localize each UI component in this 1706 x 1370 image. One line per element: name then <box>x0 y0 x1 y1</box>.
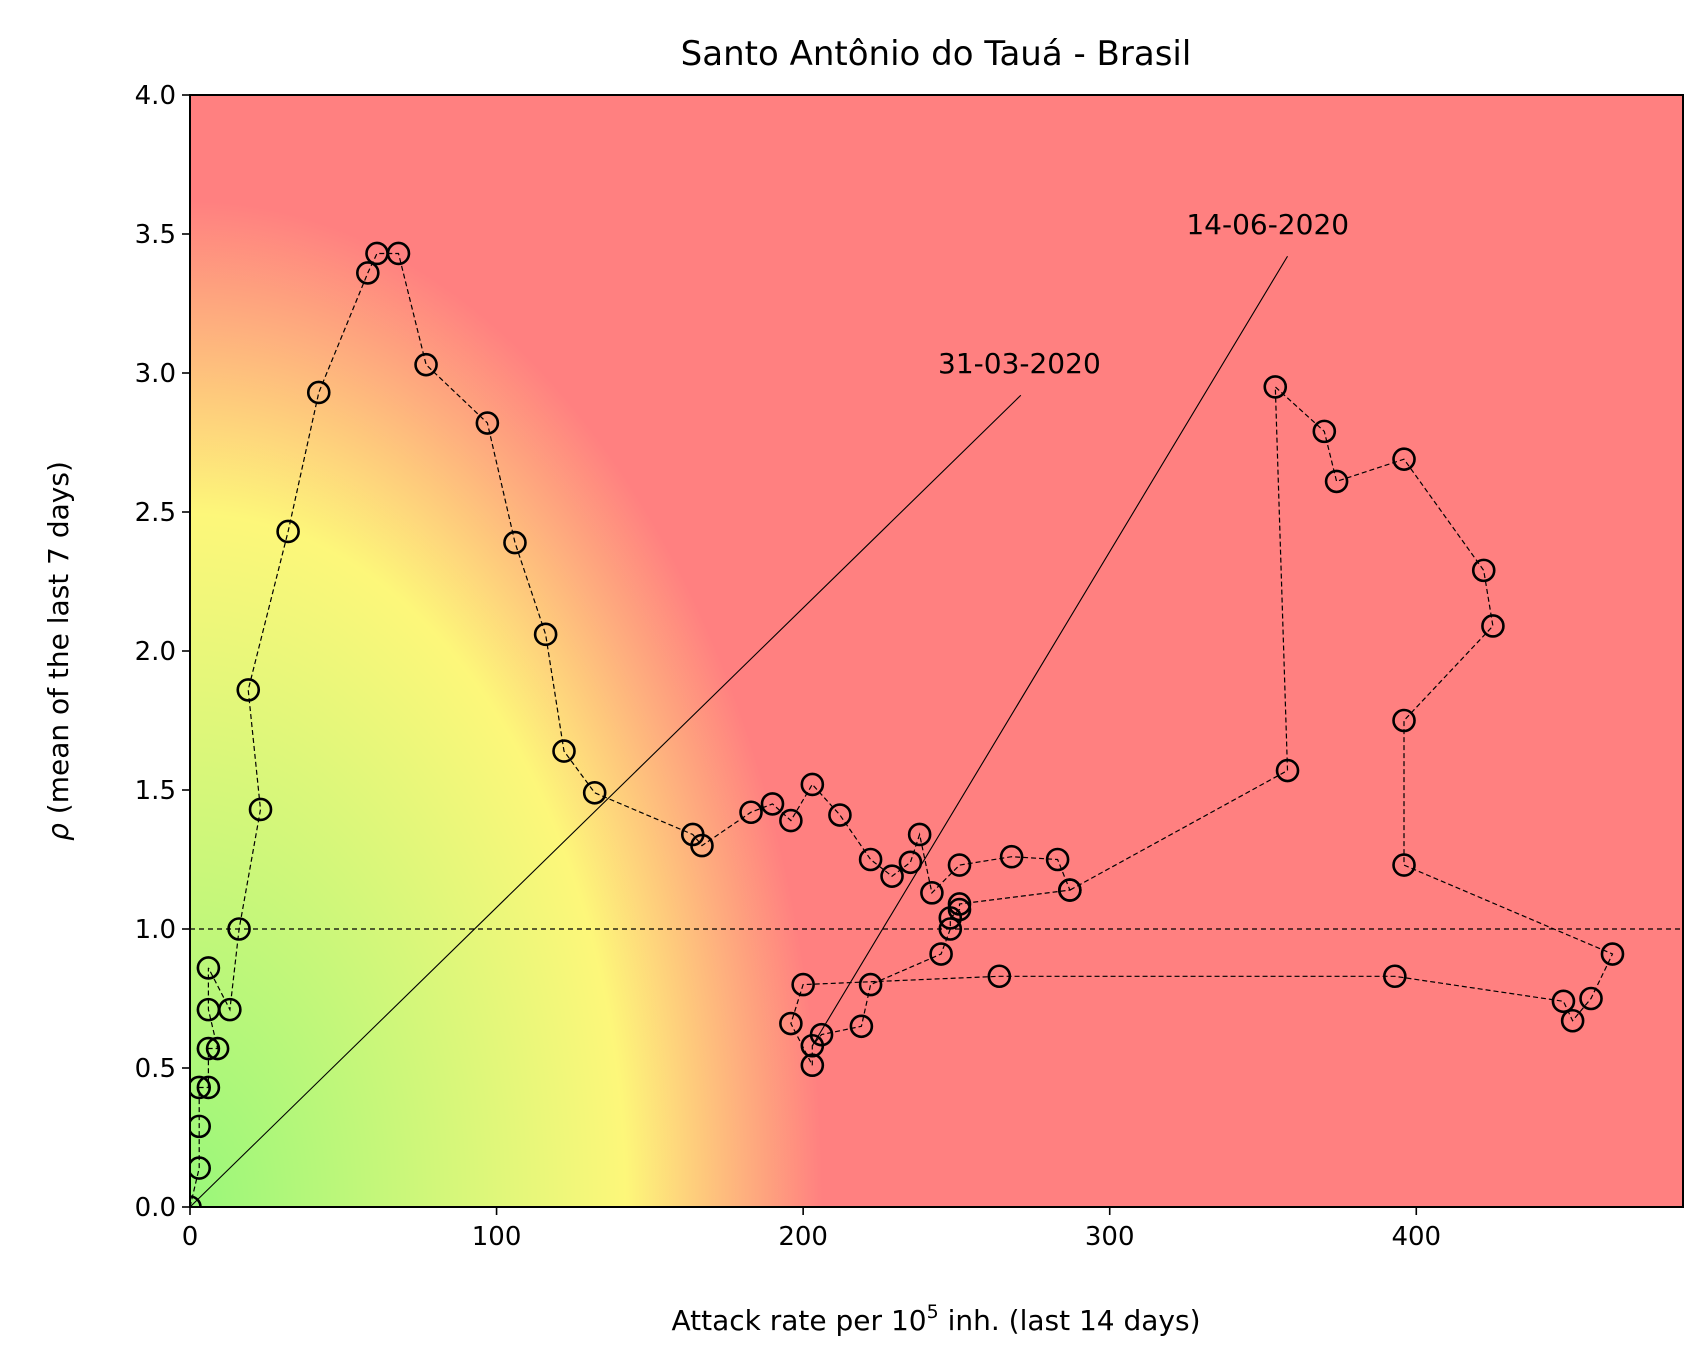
y-tick-label: 2.0 <box>135 637 176 667</box>
data-point <box>1392 447 1416 471</box>
data-point <box>760 792 785 816</box>
data-point <box>1383 964 1407 989</box>
y-axis-label: ρ (mean of the last 7 days) <box>42 461 75 841</box>
data-point <box>947 853 972 877</box>
data-point <box>227 917 251 941</box>
chart-title: Santo Antônio do Tauá - Brasil <box>681 34 1192 74</box>
data-point <box>739 800 763 825</box>
data-point <box>414 352 438 377</box>
data-point <box>938 917 963 941</box>
data-point <box>1392 708 1416 733</box>
data-point <box>828 803 852 827</box>
x-tick-label: 300 <box>1085 1222 1135 1252</box>
y-tick-label: 0.5 <box>135 1054 176 1084</box>
y-tick-label: 3.0 <box>135 359 176 389</box>
data-point <box>791 972 815 997</box>
annotation-line-1 <box>190 394 1022 1207</box>
plot-area <box>189 94 1684 1208</box>
data-point <box>196 1036 221 1061</box>
data-point <box>1275 758 1300 783</box>
data-point <box>800 1053 825 1078</box>
data-point <box>190 1114 211 1139</box>
data-point <box>248 797 273 822</box>
x-axis-label-suffix: inh. (last 14 days) <box>939 1304 1201 1337</box>
annotation-line-2 <box>811 255 1288 1047</box>
x-axis-label-superscript: 5 <box>927 1301 939 1323</box>
data-point <box>880 864 904 888</box>
data-point <box>190 1075 211 1100</box>
data-point <box>920 881 944 905</box>
annotation-label-2: 14-06-2020 <box>1186 208 1349 241</box>
data-point <box>306 380 331 405</box>
data-point <box>1058 878 1082 902</box>
data-point <box>987 964 1012 989</box>
data-point <box>929 942 953 966</box>
data-point <box>779 808 803 833</box>
data-point <box>938 906 963 930</box>
data-point <box>1471 558 1496 583</box>
x-tick-label: 200 <box>778 1222 828 1252</box>
data-point <box>999 844 1024 869</box>
data-point <box>1392 853 1416 877</box>
data-point <box>190 1156 211 1180</box>
y-axis: 0.0 0.5 1.0 1.5 2.0 2.5 3.0 3.5 4.0 <box>135 81 190 1223</box>
risk-gradient-background <box>190 95 1683 1207</box>
data-point <box>800 772 825 797</box>
data-point <box>858 847 883 872</box>
x-tick-label: 100 <box>472 1222 522 1252</box>
x-axis-label-prefix: Attack rate per 10 <box>671 1304 926 1337</box>
data-point <box>1312 419 1337 444</box>
data-point <box>533 622 558 647</box>
data-point <box>196 956 221 980</box>
data-point <box>1579 986 1603 1011</box>
data-point <box>205 1036 230 1061</box>
data-point <box>475 411 500 435</box>
data-point <box>1551 989 1576 1014</box>
y-tick-label: 1.5 <box>135 776 176 806</box>
annotation-label-1: 31-03-2020 <box>938 347 1101 380</box>
y-tick-label: 2.5 <box>135 498 176 528</box>
data-point <box>907 822 932 847</box>
y-tick-label: 0.0 <box>135 1193 176 1223</box>
data-point <box>503 530 527 555</box>
data-point <box>800 1033 825 1058</box>
y-axis-label-text: (mean of the last 7 days) <box>42 461 75 823</box>
data-point <box>1324 469 1349 494</box>
annotations: 31-03-2020 14-06-2020 <box>938 208 1349 380</box>
x-tick-label: 0 <box>182 1222 199 1252</box>
y-tick-label: 4.0 <box>135 81 176 111</box>
y-tick-label: 1.0 <box>135 915 176 945</box>
y-axis-label-symbol: ρ <box>42 823 75 841</box>
data-point <box>1481 614 1505 638</box>
data-point <box>196 1075 221 1100</box>
x-tick-label: 400 <box>1391 1222 1441 1252</box>
data-point <box>779 1011 803 1036</box>
data-point <box>1045 847 1070 872</box>
x-axis: 0 100 200 300 400 <box>182 1207 1441 1252</box>
data-point <box>582 780 607 805</box>
x-axis-label: Attack rate per 105 inh. (last 14 days) <box>671 1301 1200 1337</box>
data-point <box>849 1014 874 1039</box>
data-point <box>276 519 300 544</box>
data-point <box>218 997 242 1022</box>
data-point <box>386 241 411 266</box>
y-tick-label: 3.5 <box>135 220 176 250</box>
data-point <box>1600 942 1625 966</box>
data-point <box>1560 1008 1585 1033</box>
data-point <box>690 833 714 858</box>
data-point <box>898 850 923 875</box>
data-point <box>1263 375 1288 399</box>
data-point <box>356 261 380 285</box>
data-point <box>552 739 576 763</box>
trajectory-line <box>190 252 1614 1207</box>
data-point <box>858 972 883 997</box>
data-point <box>236 678 261 702</box>
